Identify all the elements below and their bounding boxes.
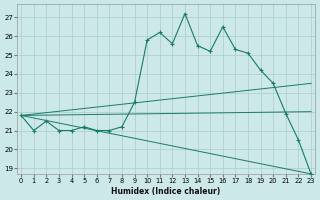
X-axis label: Humidex (Indice chaleur): Humidex (Indice chaleur) xyxy=(111,187,221,196)
